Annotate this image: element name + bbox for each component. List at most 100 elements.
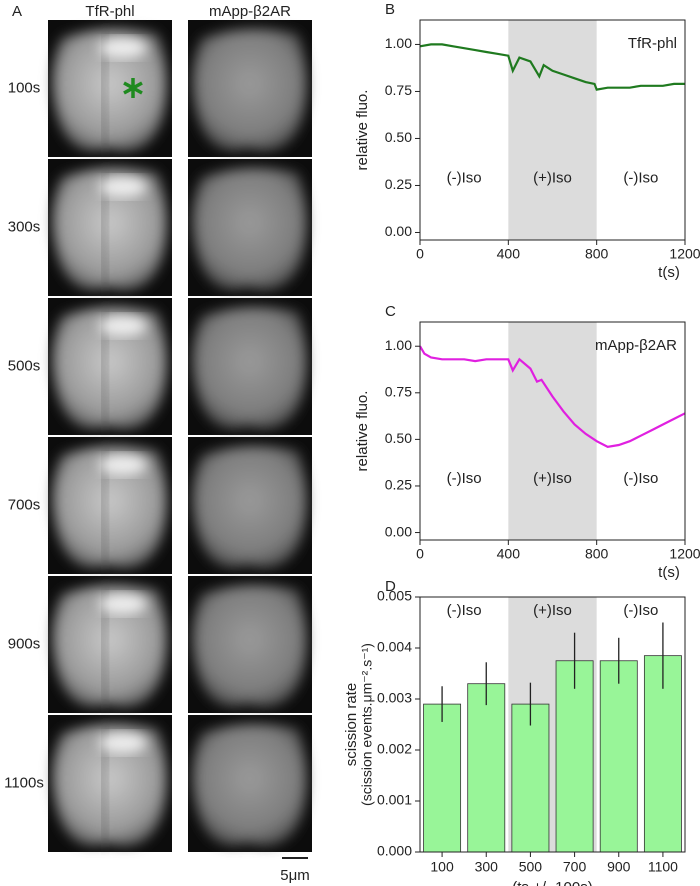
- annotation: (+)Iso: [533, 169, 572, 186]
- data-line: [419, 345, 686, 448]
- annotation: (-)Iso: [623, 169, 658, 186]
- bar: [555, 660, 594, 853]
- row-label: 100s: [8, 79, 41, 96]
- y-tick-label: 1.00: [385, 337, 412, 353]
- cell: [192, 167, 308, 290]
- row-label: 700s: [8, 496, 41, 513]
- x-tick-label: 700: [563, 859, 587, 875]
- annotation: (-)Iso: [447, 470, 482, 487]
- bright-spot: [99, 177, 147, 197]
- x-tick-label: 800: [585, 546, 609, 562]
- x-tick-label: 300: [475, 859, 499, 875]
- y-tick-label: 0.002: [377, 741, 412, 757]
- cell: [52, 28, 168, 151]
- bright-spot: [99, 316, 147, 336]
- y-tick-label: 0.00: [385, 523, 412, 539]
- y-tick-label: 0.75: [385, 82, 412, 98]
- annotation: (+)Iso: [533, 602, 572, 619]
- x-tick-label: 0: [416, 546, 424, 562]
- y-axis-label: (scission events.μm⁻².s⁻¹): [359, 643, 375, 806]
- x-axis-label: t(s): [658, 564, 680, 581]
- x-tick-label: 400: [497, 546, 521, 562]
- row-label: 900s: [8, 635, 41, 652]
- plot-frame: [419, 596, 686, 853]
- bright-spot: [99, 38, 147, 58]
- asterisk: [123, 78, 143, 98]
- separator: [172, 437, 188, 574]
- bright-spot: [99, 733, 147, 753]
- plot-frame: [419, 321, 686, 541]
- column-header: mApp-β2AR: [209, 3, 291, 20]
- x-axis-label: t(s): [658, 264, 680, 281]
- bar: [599, 660, 638, 853]
- y-tick-label: 0.25: [385, 477, 412, 493]
- x-tick-label: 800: [585, 246, 609, 262]
- y-tick-label: 0.25: [385, 176, 412, 192]
- plot-frame: [419, 19, 686, 241]
- y-tick-label: 0.00: [385, 223, 412, 239]
- annotation: (+)Iso: [533, 470, 572, 487]
- x-tick-label: 400: [497, 246, 521, 262]
- separator: [172, 298, 188, 435]
- separator: [172, 715, 188, 852]
- annotation: (-)Iso: [623, 470, 658, 487]
- cell-edge: [100, 29, 110, 151]
- y-tick-label: 0.000: [377, 843, 412, 859]
- x-tick-label: 1100: [648, 859, 678, 875]
- cell: [52, 167, 168, 290]
- y-tick-label: 0.50: [385, 430, 412, 446]
- y-tick-label: 0.50: [385, 129, 412, 145]
- data-line: [419, 43, 685, 91]
- annotation: (-)Iso: [623, 602, 658, 619]
- cell-edge: [100, 585, 110, 707]
- legend-label: TfR-phl: [628, 35, 677, 52]
- x-tick-label: 1200: [669, 246, 700, 262]
- annotation: (-)Iso: [447, 602, 482, 619]
- cell: [192, 584, 308, 707]
- cell-edge: [100, 307, 110, 429]
- panel-label: A: [12, 3, 22, 20]
- x-axis-label: (ts +/- 100s): [512, 879, 592, 886]
- legend-label: mApp-β2AR: [595, 337, 677, 354]
- separator: [172, 159, 188, 296]
- x-tick-label: 100: [430, 859, 454, 875]
- cell: [192, 723, 308, 846]
- cell: [192, 306, 308, 429]
- cell-edge: [100, 724, 110, 846]
- y-axis-label: relative fluo.: [354, 90, 371, 171]
- row-label: 1100s: [4, 774, 44, 791]
- cell: [52, 584, 168, 707]
- cell: [52, 723, 168, 846]
- cell: [52, 306, 168, 429]
- y-tick-label: 0.005: [377, 588, 412, 604]
- x-tick-label: 500: [519, 859, 543, 875]
- shade-region: [508, 20, 597, 240]
- cell: [192, 28, 308, 151]
- separator: [172, 20, 188, 157]
- y-tick-label: 0.75: [385, 384, 412, 400]
- cell: [52, 445, 168, 568]
- row-label: 300s: [8, 218, 41, 235]
- y-tick-label: 0.003: [377, 690, 412, 706]
- row-label: 500s: [8, 357, 41, 374]
- x-tick-label: 900: [607, 859, 631, 875]
- cell-edge: [100, 446, 110, 568]
- bright-spot: [99, 594, 147, 614]
- bar: [467, 683, 506, 853]
- x-tick-label: 0: [416, 246, 424, 262]
- bright-spot: [99, 455, 147, 475]
- annotation: (-)Iso: [447, 169, 482, 186]
- panel-label: D: [385, 578, 396, 595]
- y-tick-label: 0.004: [377, 639, 412, 655]
- panel-label: B: [385, 1, 395, 18]
- separator: [172, 576, 188, 713]
- y-axis-label: scission rate: [343, 683, 360, 766]
- scale-bar-label: 5μm: [280, 867, 309, 884]
- bar: [511, 703, 550, 853]
- cell-edge: [100, 168, 110, 290]
- column-header: TfR-phl: [85, 3, 134, 20]
- x-tick-label: 1200: [669, 546, 700, 562]
- panel-label: C: [385, 303, 396, 320]
- y-axis-label: relative fluo.: [354, 391, 371, 472]
